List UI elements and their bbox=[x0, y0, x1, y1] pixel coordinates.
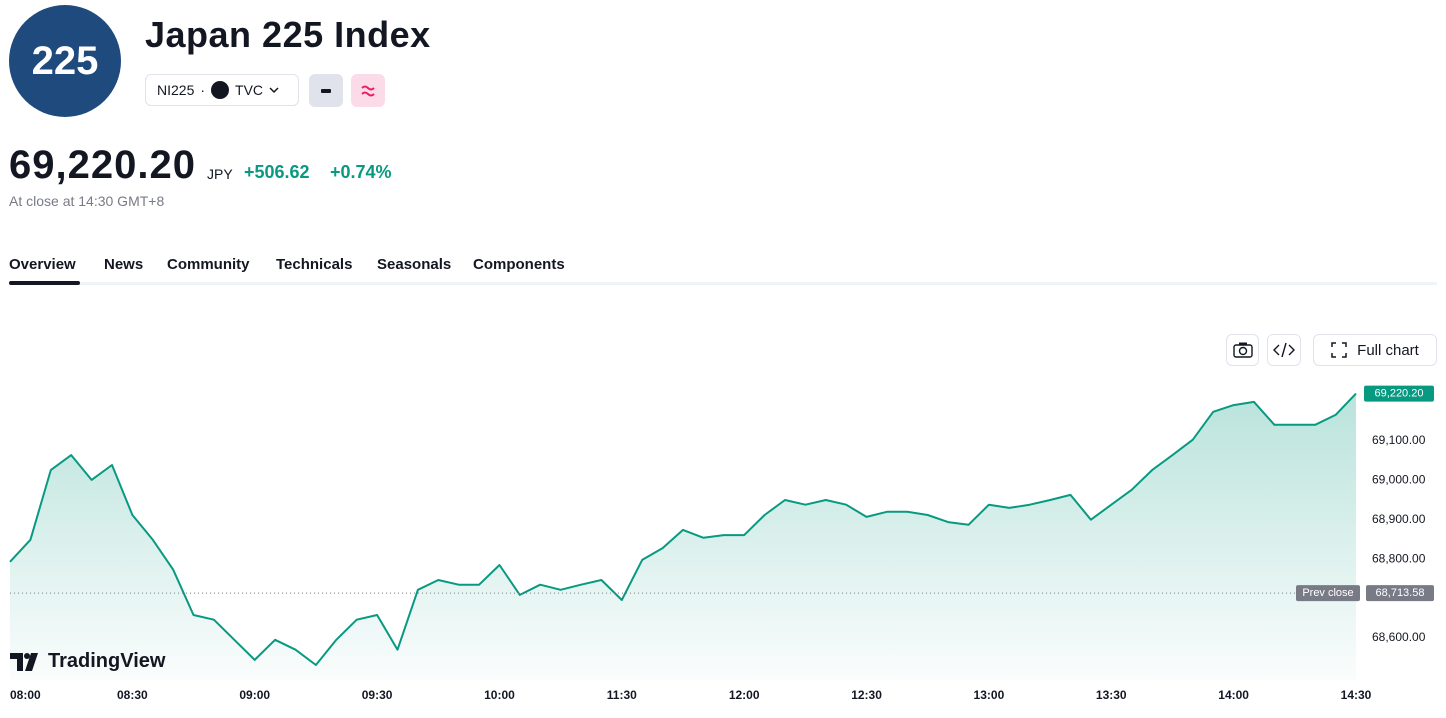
area-fill bbox=[10, 393, 1356, 680]
prev-close-value-tag bbox=[1366, 585, 1434, 602]
camera-icon bbox=[1232, 342, 1253, 358]
last-value-tag bbox=[1364, 385, 1434, 402]
brand: TradingView bbox=[10, 650, 165, 673]
symbol-chip[interactable]: NI225 · TVC bbox=[145, 74, 299, 106]
x-tick-label: 13:00 bbox=[974, 688, 1005, 702]
tab[interactable]: Technicals bbox=[276, 256, 353, 273]
x-tick-label: 09:00 bbox=[239, 688, 270, 702]
y-tick-label: 68,600.00 bbox=[1372, 630, 1426, 644]
brand-name: TradingView bbox=[48, 650, 166, 672]
x-tick-label: 08:30 bbox=[117, 688, 148, 702]
logo: 225 bbox=[9, 5, 121, 117]
x-tick-label: 14:30 bbox=[1341, 688, 1372, 702]
x-tick-label: 11:30 bbox=[607, 688, 637, 702]
status: At close at 14:30 GMT+8 bbox=[9, 193, 165, 209]
y-tick-label: 68,800.00 bbox=[1372, 551, 1426, 565]
tab[interactable]: Components bbox=[473, 256, 565, 273]
price: 69,220.20 bbox=[9, 143, 196, 187]
prev-close-tag bbox=[1296, 585, 1360, 602]
exchange: TVC bbox=[235, 82, 264, 98]
wave-icon bbox=[361, 85, 375, 97]
dash-icon bbox=[321, 89, 331, 93]
camera-button[interactable] bbox=[1226, 334, 1259, 366]
title: Japan 225 Index bbox=[145, 14, 431, 55]
change: +506.62 bbox=[244, 162, 310, 182]
chip-pink[interactable] bbox=[351, 74, 385, 107]
full-chart-label: Full chart bbox=[1357, 341, 1419, 359]
brand-icon bbox=[10, 652, 38, 671]
x-tick-label: 14:00 bbox=[1218, 688, 1249, 702]
separator: · bbox=[200, 82, 206, 98]
y-tick-label: 69,000.00 bbox=[1372, 472, 1426, 486]
tab[interactable]: Community bbox=[167, 256, 250, 273]
symbol: NI225 bbox=[157, 82, 195, 98]
y-tick-label: 68,900.00 bbox=[1372, 512, 1426, 526]
tab-rule bbox=[9, 282, 1437, 285]
x-tick-label: 12:30 bbox=[851, 688, 882, 702]
prev-close-value: 68,713.58 bbox=[1376, 587, 1425, 599]
x-tick-label: 10:00 bbox=[484, 688, 515, 702]
chevron bbox=[269, 87, 279, 94]
tab[interactable]: Overview bbox=[9, 256, 76, 273]
embed-button[interactable] bbox=[1267, 334, 1301, 366]
exchange-icon bbox=[211, 81, 230, 99]
x-tick-label: 08:00 bbox=[10, 688, 41, 702]
x-tick-label: 09:30 bbox=[362, 688, 393, 702]
chip-grey[interactable] bbox=[309, 74, 343, 107]
currency: JPY bbox=[207, 166, 233, 182]
tab-underline bbox=[9, 281, 80, 285]
prev-close-label: Prev close bbox=[1302, 587, 1353, 599]
expand-icon bbox=[1331, 342, 1347, 358]
tab[interactable]: News bbox=[104, 256, 144, 273]
x-tick-label: 13:30 bbox=[1096, 688, 1127, 702]
full-chart-button[interactable]: Full chart bbox=[1313, 334, 1437, 366]
y-tick-label: 69,100.00 bbox=[1372, 433, 1426, 447]
change-pct: +0.74% bbox=[330, 162, 392, 182]
tab[interactable]: Seasonals bbox=[377, 256, 452, 273]
code-icon bbox=[1273, 342, 1295, 358]
x-tick-label: 12:00 bbox=[729, 688, 760, 702]
price-line bbox=[9, 392, 1357, 666]
last-value-label: 69,220.20 bbox=[1375, 387, 1424, 399]
